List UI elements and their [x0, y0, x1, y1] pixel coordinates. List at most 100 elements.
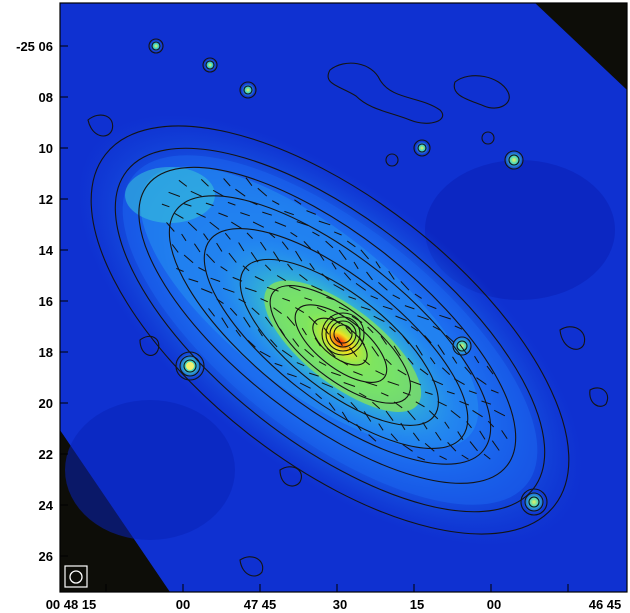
y-tick-label: 08 — [39, 90, 53, 105]
polarization-vector — [390, 433, 398, 442]
polarization-vector — [198, 267, 206, 272]
polarization-vector — [422, 422, 428, 430]
y-tick-label: 10 — [39, 141, 53, 156]
polarization-vector — [264, 316, 273, 327]
polarization-vector — [402, 391, 411, 396]
map-image — [60, 3, 627, 592]
polarization-vector — [366, 271, 373, 281]
y-tick-label: 16 — [39, 294, 53, 309]
polarization-vector — [468, 390, 477, 394]
polarization-vector — [472, 409, 483, 418]
polarization-vector — [281, 349, 293, 358]
polarization-vector — [375, 261, 381, 269]
polarization-vector — [402, 444, 413, 452]
polarization-vector — [251, 307, 260, 315]
polarization-vector — [459, 400, 469, 406]
y-tick-label: 20 — [39, 396, 53, 411]
polarization-vector — [281, 241, 289, 250]
polarization-vector — [266, 286, 279, 292]
y-tick-marks — [60, 45, 68, 557]
polarization-vector — [231, 221, 242, 229]
polarization-vector — [368, 434, 377, 442]
polarization-vector — [429, 357, 436, 365]
x-tick-label: 00 — [487, 597, 501, 612]
polarization-vector — [260, 298, 269, 303]
polarization-vector — [246, 232, 253, 239]
polarization-vector — [259, 241, 267, 251]
polarization-vector — [363, 411, 372, 422]
polarization-vector — [412, 432, 420, 442]
polarization-vector — [303, 241, 312, 250]
polarization-vector — [486, 365, 494, 375]
polarization-vector — [373, 315, 385, 323]
polarization-vector — [299, 382, 311, 389]
polarization-vector — [238, 242, 245, 252]
polarization-vector — [360, 306, 371, 311]
polarization-vector — [229, 307, 238, 316]
polarization-vector — [292, 338, 300, 347]
polarization-vector — [370, 295, 379, 300]
polarization-vector — [340, 360, 349, 366]
polarization-vector — [188, 278, 199, 283]
polarization-vector — [385, 358, 392, 366]
y-tick-label: -25 06 — [16, 39, 53, 54]
polarization-vector — [306, 210, 316, 215]
polarization-vector — [259, 350, 271, 358]
polarization-vector — [270, 339, 278, 348]
polarization-vector — [345, 327, 352, 334]
polarization-vector — [323, 327, 330, 335]
beam-box — [64, 565, 88, 588]
x-tick-label: 46 45 — [589, 597, 622, 612]
polarization-vector — [382, 305, 393, 310]
polarization-vector — [419, 368, 429, 376]
polarization-vector — [337, 392, 345, 399]
polarization-vector — [235, 188, 246, 197]
polarization-vector — [481, 400, 492, 405]
polarization-vector — [388, 270, 395, 280]
polarization-vector — [343, 272, 352, 281]
x-tick-label: 30 — [333, 597, 347, 612]
polarization-vector — [216, 242, 223, 252]
polarization-vector — [385, 410, 394, 421]
polarization-vector — [338, 306, 349, 312]
polarization-vector — [243, 316, 251, 328]
polarization-vector — [161, 203, 170, 208]
polarization-vector — [200, 179, 209, 187]
polarization-vector — [271, 200, 280, 205]
polarization-vector — [371, 346, 380, 357]
polarization-vector — [274, 362, 283, 367]
polarization-vector — [222, 287, 235, 293]
polarization-vector — [216, 298, 224, 305]
polarization-vector — [257, 187, 268, 197]
polarization-vector — [203, 233, 209, 241]
polarization-vector — [404, 305, 415, 310]
polarization-vector — [326, 347, 336, 358]
polarization-vector — [493, 409, 506, 417]
polarization-vector — [295, 250, 303, 262]
polarization-vector — [183, 203, 192, 207]
polarization-vector — [314, 337, 321, 347]
polarization-vector — [295, 307, 305, 314]
polarization-vector — [196, 212, 206, 218]
polarization-vector — [249, 201, 258, 206]
polarization-vector — [446, 391, 455, 395]
polarization-vector — [190, 190, 202, 197]
polarization-vector — [221, 317, 229, 329]
polarization-vector — [171, 244, 179, 253]
polarization-vector — [318, 361, 327, 366]
polarization-vector — [437, 401, 447, 407]
polarization-vector — [304, 348, 315, 358]
polarization-vector — [286, 316, 296, 327]
x-tick-marks — [105, 584, 569, 592]
polarization-vector — [181, 233, 187, 242]
polarization-vector — [464, 366, 472, 375]
polarization-vector — [244, 287, 257, 293]
polarization-vector — [351, 315, 363, 324]
polarization-vector — [487, 420, 495, 428]
polarization-vector — [437, 344, 445, 355]
polarization-vector — [296, 221, 309, 226]
polarization-vector — [193, 243, 201, 253]
polarization-vector — [232, 276, 243, 282]
polarization-vector — [279, 328, 285, 336]
